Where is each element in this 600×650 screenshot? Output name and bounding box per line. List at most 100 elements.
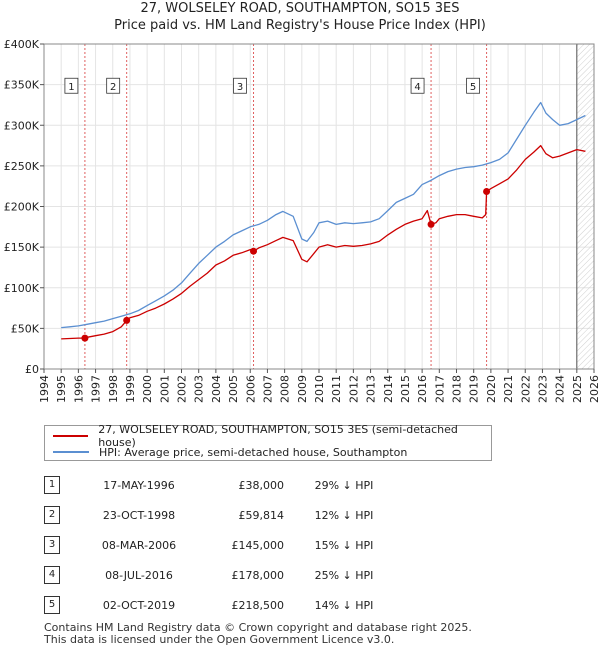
sale-hpi-diff: 15% ↓ HPI: [314, 538, 374, 552]
table-row: 3 08-MAR-2006 £145,000 15% ↓ HPI: [44, 530, 404, 560]
x-tick-label: 2006: [244, 375, 257, 403]
y-tick-label: £250K: [4, 160, 40, 173]
x-tick-label: 2019: [468, 375, 481, 403]
sale-point: [123, 316, 131, 324]
x-tick-label: 1996: [72, 375, 85, 403]
x-tick-label: 2020: [485, 375, 498, 403]
sale-price: £178,000: [231, 568, 285, 582]
sale-date: 08-JUL-2016: [105, 568, 173, 582]
sale-box: [64, 77, 79, 94]
x-tick-label: 2025: [571, 375, 584, 403]
sale-number: 1: [44, 476, 60, 494]
sale-box-label: 1: [68, 82, 74, 93]
chart-subtitle: Price paid vs. HM Land Registry's House …: [114, 18, 486, 33]
future-hatch-area: [576, 44, 594, 369]
grid: [43, 43, 595, 370]
legend-item-property: 27, WOLSELEY ROAD, SOUTHAMPTON, SO15 3ES…: [53, 423, 491, 449]
table-row: 5 02-OCT-2019 £218,500 14% ↓ HPI: [44, 590, 404, 620]
sale-number-boxes: 1 2 3 4 5: [64, 77, 480, 94]
x-tick-label: 2023: [536, 375, 549, 403]
table-row: 1 17-MAY-1996 £38,000 29% ↓ HPI: [44, 470, 404, 500]
sale-hpi-diff: 12% ↓ HPI: [314, 508, 374, 522]
x-tick-label: 1999: [124, 375, 137, 403]
sale-price: £218,500: [231, 598, 285, 612]
x-tick-label: 2005: [227, 375, 240, 403]
sale-box-label: 2: [110, 82, 116, 93]
sale-number: 5: [44, 596, 60, 614]
x-tick-label: 1997: [90, 375, 103, 403]
sale-number: 2: [44, 506, 60, 524]
x-tick-label: 2015: [399, 375, 412, 403]
sale-point: [81, 334, 89, 342]
x-tick-label: 2024: [554, 375, 567, 403]
x-tick-label: 2002: [176, 375, 189, 403]
x-tick-label: 2003: [193, 375, 206, 403]
x-tick-label: 2026: [588, 375, 600, 403]
x-tick-label: 2013: [365, 375, 378, 403]
x-tick-label: 1994: [38, 375, 51, 403]
sale-box: [466, 77, 480, 94]
footer-licence: This data is licensed under the Open Gov…: [44, 633, 395, 646]
sale-date: 23-OCT-1998: [102, 508, 176, 522]
x-tick-label: 2001: [158, 375, 171, 403]
x-tick-label: 2007: [261, 375, 274, 403]
legend-item-hpi: HPI: Average price, semi-detached house,…: [53, 444, 407, 460]
sale-price: £59,814: [238, 508, 285, 522]
x-tick-label: 2021: [502, 375, 515, 403]
y-tick-label: £150K: [4, 241, 40, 254]
footer: Contains HM Land Registry data © Crown c…: [44, 622, 472, 646]
sale-hpi-diff: 29% ↓ HPI: [314, 478, 374, 492]
sale-number: 3: [44, 536, 60, 554]
sale-date: 02-OCT-2019: [102, 598, 176, 612]
x-tick-label: 2014: [382, 375, 395, 403]
sale-date: 08-MAR-2006: [101, 538, 177, 552]
sale-number: 4: [44, 566, 60, 584]
x-tick-label: 2018: [451, 375, 464, 403]
y-tick-label: £400K: [4, 38, 40, 51]
legend-label-property: 27, WOLSELEY ROAD, SOUTHAMPTON, SO15 3ES…: [98, 423, 458, 449]
y-tick-label: £0: [25, 363, 39, 376]
sale-point: [250, 247, 258, 255]
y-tick-label: £200K: [4, 201, 40, 214]
series-lines: [61, 101, 586, 340]
sale-box-label: 3: [237, 82, 243, 93]
x-tick-label: 1998: [107, 375, 120, 403]
sale-points: [81, 187, 491, 342]
x-tick-label: 2017: [433, 375, 446, 403]
sale-hpi-diff: 25% ↓ HPI: [314, 568, 374, 582]
table-row: 2 23-OCT-1998 £59,814 12% ↓ HPI: [44, 500, 404, 530]
future-hatch: [576, 44, 594, 369]
sale-price: £38,000: [238, 478, 285, 492]
sale-box-label: 4: [414, 82, 420, 93]
legend-label-hpi: HPI: Average price, semi-detached house,…: [99, 445, 408, 459]
footer-copyright: Contains HM Land Registry data © Crown c…: [44, 621, 472, 634]
x-tick-label: 2009: [296, 375, 309, 403]
property-line: [61, 144, 586, 340]
legend: 27, WOLSELEY ROAD, SOUTHAMPTON, SO15 3ES…: [44, 423, 492, 461]
sale-box-label: 5: [470, 82, 476, 93]
table-row: 4 08-JUL-2016 £178,000 25% ↓ HPI: [44, 560, 404, 590]
sale-box: [106, 77, 121, 94]
axes: £0 £50K £100K £150K £200K £250K £300K £350K £400…: [4, 38, 600, 403]
x-tick-label: 2004: [210, 375, 223, 403]
y-tick-label: £50K: [11, 322, 40, 335]
x-tick-label: 2022: [519, 375, 532, 403]
sale-box: [233, 77, 247, 94]
price-chart: 1 2 3 4 5 £0 £50K £100K £150K £200K £250K £300K £35…: [4, 38, 600, 403]
sale-box: [410, 77, 425, 94]
legend-swatch-hpi: [53, 451, 89, 453]
x-tick-label: 2000: [141, 375, 154, 403]
x-tick-label: 2010: [313, 375, 326, 403]
sale-point: [483, 187, 491, 195]
sale-hpi-diff: 14% ↓ HPI: [314, 598, 374, 612]
sale-date: 17-MAY-1996: [103, 478, 175, 492]
sale-price: £145,000: [231, 538, 285, 552]
hpi-line: [61, 101, 586, 329]
x-tick-label: 1995: [55, 375, 68, 403]
y-tick-label: £100K: [4, 282, 40, 295]
x-tick-label: 2011: [330, 375, 343, 403]
sale-point: [427, 220, 435, 228]
chart-title: 27, WOLSELEY ROAD, SOUTHAMPTON, SO15 3ES: [140, 1, 460, 16]
x-tick-label: 2012: [347, 375, 360, 403]
legend-swatch-property: [53, 435, 89, 437]
